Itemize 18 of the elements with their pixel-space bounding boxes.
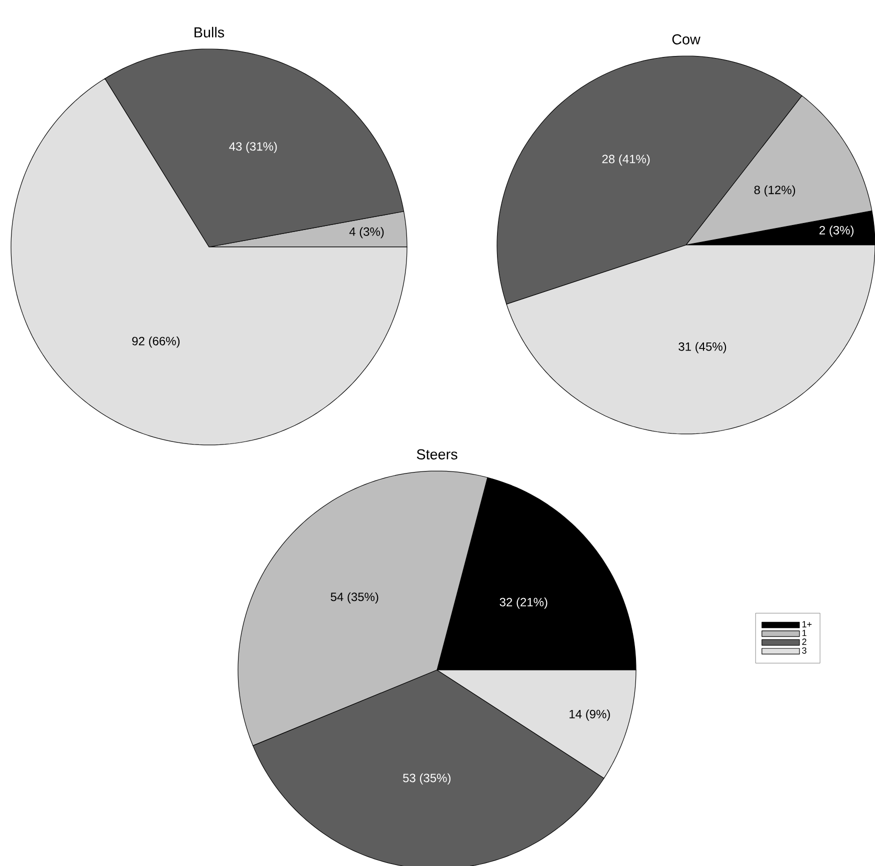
legend-label: 2 (802, 638, 806, 645)
data-label: 8 (12%) (754, 185, 796, 197)
data-label: 92 (66%) (132, 336, 180, 348)
data-label: 32 (21%) (500, 598, 548, 609)
data-label: 28 (41%) (602, 154, 650, 166)
data-label: 2 (3%) (820, 226, 854, 237)
data-label: 54 (35%) (330, 592, 378, 604)
data-label: 4 (3%) (349, 227, 384, 238)
data-label: 43 (31%) (229, 142, 277, 154)
legend-label: 1 (802, 630, 806, 636)
chart-title: Cow (672, 34, 700, 44)
legend-label: 1+ (802, 621, 812, 628)
data-label: 53 (35%) (403, 773, 450, 785)
chart-title: Steers (416, 449, 458, 460)
data-label: 14 (9%) (570, 710, 610, 721)
chart-title: Bulls (194, 26, 224, 38)
data-label: 31 (45%) (678, 342, 726, 354)
legend-label: 3 (802, 647, 806, 654)
